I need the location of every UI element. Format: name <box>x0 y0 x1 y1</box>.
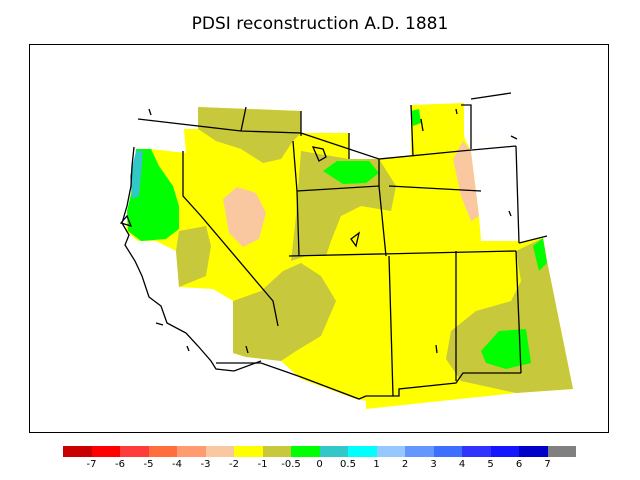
legend-tick-label: -7 <box>86 459 97 470</box>
legend-swatch <box>462 446 491 457</box>
legend-tick-label: 0 <box>316 459 323 470</box>
legend-tick-label: -0.5 <box>281 459 301 470</box>
legend-swatch <box>547 446 576 457</box>
state-line <box>470 92 512 100</box>
state-line <box>388 255 394 397</box>
legend-swatch <box>91 446 120 457</box>
legend-tick-label: 7 <box>544 459 551 470</box>
legend-tick-label: -5 <box>143 459 154 470</box>
no-data-area <box>464 137 519 241</box>
island <box>510 135 518 140</box>
island <box>420 118 424 132</box>
legend-swatch <box>234 446 263 457</box>
state-line <box>410 104 414 157</box>
pdsi-region-green <box>481 329 531 369</box>
island <box>245 345 249 354</box>
pdsi-region-green <box>533 238 547 271</box>
island <box>148 108 152 116</box>
legend-colorbar <box>63 446 576 457</box>
pdsi-region-olive <box>198 107 301 163</box>
state-line <box>461 104 472 149</box>
pdsi-region-olive <box>233 263 336 361</box>
island <box>508 210 512 217</box>
legend-tick-label: -1 <box>257 459 268 470</box>
island <box>435 344 438 354</box>
pdsi-region-olive <box>176 226 211 287</box>
lake <box>311 146 327 162</box>
legend-tick-label: -4 <box>172 459 182 470</box>
legend-tick-label: -3 <box>200 459 211 470</box>
state-line <box>240 106 247 132</box>
legend-swatch <box>205 446 234 457</box>
pdsi-region-olive <box>446 238 573 393</box>
legend-tick-label: -6 <box>115 459 125 470</box>
legend-swatch <box>376 446 405 457</box>
legend-tick-label: 3 <box>430 459 437 470</box>
border-mexico <box>216 362 521 400</box>
state-line <box>515 145 520 244</box>
legend-tick-label: 5 <box>487 459 494 470</box>
legend-swatch <box>348 446 377 457</box>
lake <box>119 214 133 228</box>
legend-swatch <box>262 446 291 457</box>
state-line <box>388 185 482 192</box>
island <box>155 322 164 326</box>
legend-tick-label: 1 <box>373 459 380 470</box>
legend-labels: -7 -6 -5 -4 -3 -2 -1 -0.5 0 0.5 1 2 3 4 5 6 7 <box>0 459 640 473</box>
legend-swatch <box>120 446 149 457</box>
legend-tick-label: 0.5 <box>340 459 356 470</box>
state-line <box>518 235 548 244</box>
border-canada <box>137 118 517 160</box>
island <box>455 108 458 115</box>
legend-tick-label: 4 <box>458 459 466 470</box>
legend-swatch <box>148 446 177 457</box>
pdsi-region-teal <box>130 151 143 199</box>
pdsi-region-green <box>323 161 379 184</box>
coastline <box>121 146 262 372</box>
island <box>186 345 190 352</box>
legend-tick-label: 6 <box>515 459 523 470</box>
map-title: PDSI reconstruction A.D. 1881 <box>191 14 449 34</box>
legend-swatch <box>519 446 548 457</box>
legend-tick-label: 2 <box>401 459 409 470</box>
state-line <box>515 250 522 374</box>
state-line <box>288 250 517 257</box>
legend-swatch <box>319 446 348 457</box>
pdsi-region-peach <box>453 141 479 221</box>
legend-tick-label: -2 <box>229 459 239 470</box>
lake <box>350 231 361 248</box>
state-line <box>182 151 279 327</box>
pdsi-region-green <box>411 109 421 126</box>
legend-swatch <box>63 446 92 457</box>
legend-swatch <box>433 446 462 457</box>
legend-swatch <box>405 446 434 457</box>
legend-swatch <box>177 446 206 457</box>
legend-swatch <box>291 446 320 457</box>
boundary-lines <box>119 92 548 400</box>
legend-swatch <box>490 446 519 457</box>
pdsi-map <box>119 92 573 409</box>
pdsi-region-peach <box>223 187 266 247</box>
map-frame <box>29 44 609 433</box>
